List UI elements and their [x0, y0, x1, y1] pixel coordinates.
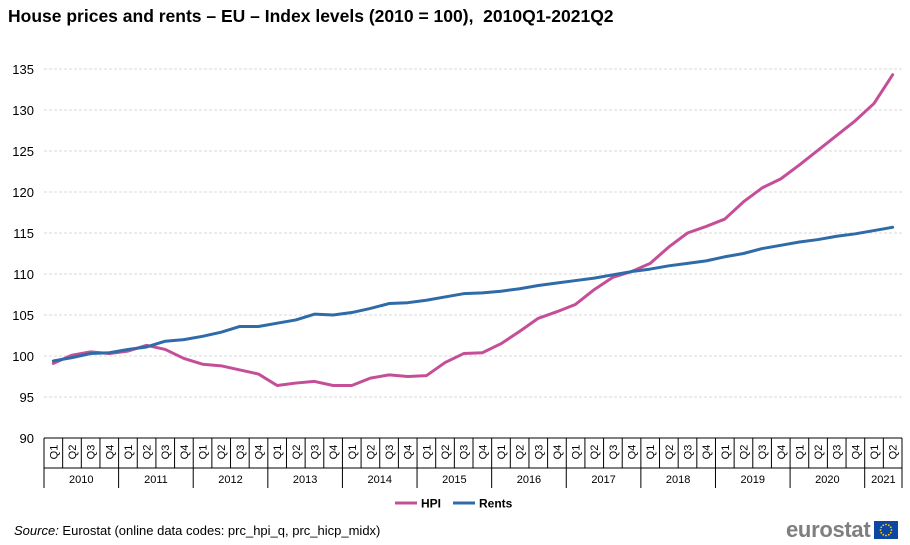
y-tick-label: 105: [12, 308, 34, 323]
quarter-label: Q2: [515, 445, 527, 460]
series-line-rents: [51, 225, 895, 363]
year-label: 2016: [517, 474, 541, 486]
source-label: Source:: [14, 523, 59, 538]
quarter-label: Q2: [813, 445, 825, 460]
quarter-label: Q4: [701, 445, 713, 460]
quarter-label: Q2: [365, 445, 377, 460]
year-label: 2013: [293, 474, 317, 486]
chart-title: House prices and rents – EU – Index leve…: [8, 6, 614, 26]
y-tick-label: 95: [20, 390, 34, 405]
quarter-label: Q4: [104, 445, 116, 460]
quarter-label: Q2: [440, 445, 452, 460]
quarter-label: Q1: [421, 445, 433, 460]
series-lines: [51, 73, 895, 388]
quarter-label: Q4: [776, 445, 788, 460]
quarter-label: Q4: [179, 445, 191, 460]
legend-label-rents: Rents: [479, 497, 513, 511]
y-tick-label: 135: [12, 62, 34, 77]
source-text: Eurostat (online data codes: prc_hpi_q, …: [58, 523, 381, 538]
y-axis: 90 95 100 105 110 115 120 125 130 135: [12, 62, 34, 446]
logo-text: eurostat: [786, 517, 871, 542]
quarter-label: Q2: [291, 445, 303, 460]
eu-flag-icon: [874, 521, 899, 539]
quarter-label: Q4: [552, 445, 564, 460]
quarter-label: Q1: [869, 445, 881, 460]
quarter-label: Q3: [683, 445, 695, 460]
quarter-label: Q1: [198, 445, 210, 460]
quarter-label: Q1: [720, 445, 732, 460]
quarter-label: Q3: [86, 445, 98, 460]
quarter-label: Q1: [123, 445, 135, 460]
year-label: 2015: [442, 474, 466, 486]
quarter-label: Q1: [645, 445, 657, 460]
year-label: 2017: [591, 474, 615, 486]
y-tick-label: 115: [13, 226, 34, 241]
quarter-label: Q1: [347, 445, 359, 460]
year-label: 2011: [144, 474, 168, 486]
year-label: 2012: [218, 474, 242, 486]
quarter-label: Q4: [328, 445, 340, 460]
quarter-label: Q1: [496, 445, 508, 460]
eurostat-logo: eurostat: [786, 517, 899, 542]
quarter-label: Q2: [216, 445, 228, 460]
quarter-label: Q4: [627, 445, 639, 460]
source-note: Source: Eurostat (online data codes: prc…: [14, 523, 380, 538]
y-tick-label: 100: [12, 349, 34, 364]
year-label: 2019: [741, 474, 765, 486]
year-label: 2020: [815, 474, 839, 486]
quarter-label: Q4: [403, 445, 415, 460]
quarter-label: Q2: [888, 445, 900, 460]
legend-label-hpi: HPI: [421, 497, 441, 511]
series-line-hpi: [51, 73, 895, 388]
legend: HPI Rents: [395, 497, 513, 511]
quarter-label: Q3: [757, 445, 769, 460]
year-label: 2010: [69, 474, 93, 486]
y-tick-label: 90: [20, 431, 34, 446]
quarter-label: Q2: [738, 445, 750, 460]
x-axis: Q1 Q2 Q3 Q4 Q1 Q2 Q3 Q4 Q1 Q2 Q3 Q4 Q1 Q2 Q3 Q4 Q1 Q2 Q3 Q4…: [43, 437, 903, 488]
quarter-label: Q3: [235, 445, 247, 460]
quarter-label: Q1: [794, 445, 806, 460]
quarter-label: Q4: [254, 445, 266, 460]
quarter-label: Q3: [384, 445, 396, 460]
quarter-label: Q3: [832, 445, 844, 460]
quarter-label: Q4: [477, 445, 489, 460]
y-tick-label: 130: [12, 103, 34, 118]
quarter-label: Q2: [142, 445, 154, 460]
y-tick-label: 125: [12, 144, 34, 159]
year-label: 2021: [871, 474, 895, 486]
quarter-label: Q4: [850, 445, 862, 460]
gridlines: [44, 68, 902, 398]
quarter-label: Q1: [48, 445, 60, 460]
quarter-label: Q2: [589, 445, 601, 460]
year-label: 2018: [666, 474, 690, 486]
quarter-label: Q2: [67, 445, 79, 460]
quarter-label: Q3: [608, 445, 620, 460]
quarter-label: Q3: [160, 445, 172, 460]
quarter-label: Q3: [309, 445, 321, 460]
year-label: 2014: [367, 474, 391, 486]
quarter-label: Q3: [533, 445, 545, 460]
y-tick-label: 110: [13, 267, 34, 282]
quarter-label: Q1: [571, 445, 583, 460]
quarter-label: Q2: [664, 445, 676, 460]
quarter-label: Q1: [272, 445, 284, 460]
quarter-label: Q3: [459, 445, 471, 460]
y-tick-label: 120: [12, 185, 34, 200]
